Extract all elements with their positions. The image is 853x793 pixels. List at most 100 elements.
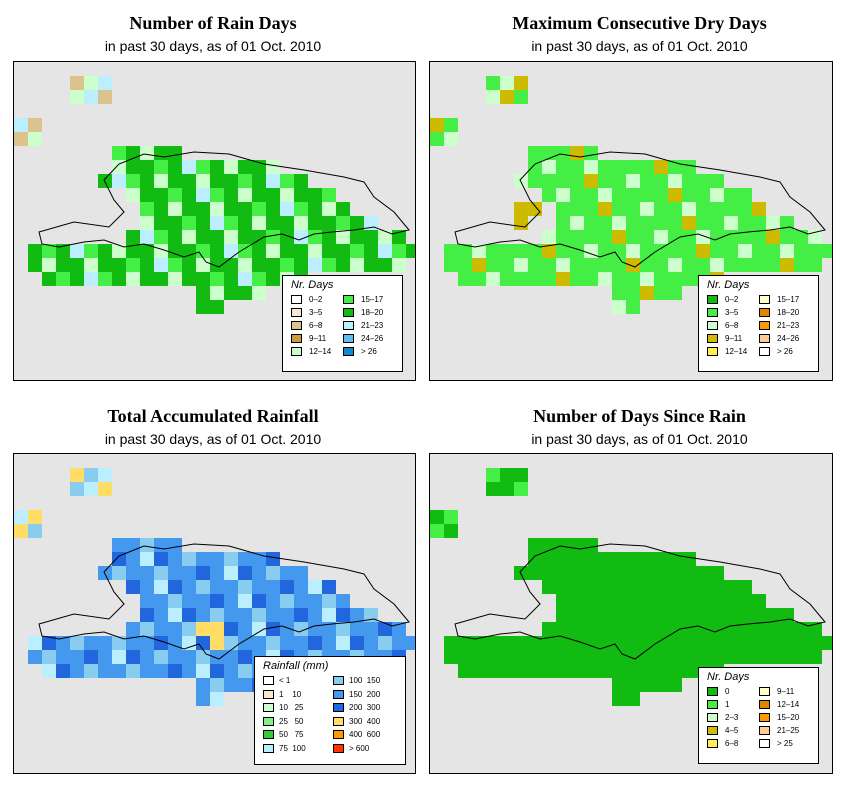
grid-cell <box>542 552 556 566</box>
grid-cell <box>780 622 794 636</box>
grid-cell <box>224 230 238 244</box>
grid-cell <box>196 566 210 580</box>
grid-cell <box>668 174 682 188</box>
grid-cell <box>654 272 668 286</box>
grid-cell <box>654 174 668 188</box>
grid-cell <box>472 272 486 286</box>
legend-swatch <box>291 334 302 343</box>
legend-label: 12–14 <box>309 347 332 356</box>
grid-cell <box>350 608 364 622</box>
grid-cell <box>154 230 168 244</box>
panel-subtitle: in past 30 days, as of 01 Oct. 2010 <box>531 38 748 54</box>
grid-cell <box>780 636 794 650</box>
grid-cell <box>322 244 336 258</box>
grid-cell <box>542 566 556 580</box>
grid-cell <box>224 174 238 188</box>
grid-cell <box>168 580 182 594</box>
grid-cell <box>112 566 126 580</box>
grid-cell <box>626 566 640 580</box>
grid-cell <box>280 258 294 272</box>
grid-cell <box>168 216 182 230</box>
grid-cell <box>168 608 182 622</box>
panel-title: Maximum Consecutive Dry Days <box>512 13 767 33</box>
legend-swatch <box>707 295 718 304</box>
legend-swatch <box>759 713 770 722</box>
legend-swatch <box>263 743 274 753</box>
grid-cell <box>598 636 612 650</box>
grid-cell <box>126 272 140 286</box>
grid-cell <box>724 230 738 244</box>
legend-swatch <box>291 321 302 330</box>
grid-cell <box>280 580 294 594</box>
grid-cell <box>266 566 280 580</box>
grid-cell <box>556 664 570 678</box>
grid-cell <box>668 580 682 594</box>
grid-cell <box>42 258 56 272</box>
panel-total-rainfall: Total Accumulated Rainfall in past 30 da… <box>0 393 426 793</box>
grid-cell <box>238 664 252 678</box>
grid-cell <box>738 216 752 230</box>
grid-cell <box>752 230 766 244</box>
grid-cell <box>308 594 322 608</box>
grid-cell <box>556 650 570 664</box>
legend-label: 24–26 <box>777 334 800 343</box>
legend-label: 4–5 <box>725 726 739 735</box>
grid-cell <box>528 272 542 286</box>
grid-cell <box>472 258 486 272</box>
grid-cell <box>126 258 140 272</box>
grid-cell <box>738 622 752 636</box>
grid-cell <box>654 230 668 244</box>
grid-cell <box>556 594 570 608</box>
grid-cell <box>822 244 832 258</box>
panel-title: Total Accumulated Rainfall <box>107 406 319 426</box>
grid-cell <box>266 622 280 636</box>
legend-label: 24–26 <box>361 334 384 343</box>
grid-cell <box>682 664 696 678</box>
grid-cell <box>28 636 42 650</box>
grid-cell <box>654 594 668 608</box>
grid-cell <box>154 552 168 566</box>
grid-cell <box>28 118 42 132</box>
grid-cell <box>322 608 336 622</box>
grid-cell <box>430 132 444 146</box>
grid-cell <box>196 664 210 678</box>
grid-cell <box>168 188 182 202</box>
legend-swatch <box>263 716 274 726</box>
grid-cell <box>752 636 766 650</box>
map-legend: Nr. Days 0–2 3–5 6–8 9–11 12–14 15–17 18–20 21–… <box>698 275 819 372</box>
grid-cell <box>668 594 682 608</box>
grid-cell <box>28 244 42 258</box>
grid-cell <box>556 538 570 552</box>
grid-cell <box>514 202 528 216</box>
grid-cell <box>738 608 752 622</box>
grid-cell <box>266 230 280 244</box>
grid-cell <box>710 580 724 594</box>
grid-cell <box>738 594 752 608</box>
grid-cell <box>500 468 514 482</box>
grid-cell <box>140 580 154 594</box>
grid-cell <box>70 468 84 482</box>
grid-cell <box>14 132 28 146</box>
grid-cell <box>766 258 780 272</box>
grid-cell <box>752 216 766 230</box>
grid-cell <box>196 188 210 202</box>
grid-cell <box>182 636 196 650</box>
grid-cell <box>780 608 794 622</box>
grid-cell <box>252 272 266 286</box>
grid-cell <box>528 636 542 650</box>
grid-cell <box>626 678 640 692</box>
grid-cell <box>322 202 336 216</box>
grid-cell <box>238 272 252 286</box>
grid-cell <box>780 258 794 272</box>
grid-cell <box>294 230 308 244</box>
grid-cell <box>528 244 542 258</box>
grid-cell <box>70 244 84 258</box>
grid-cell <box>584 188 598 202</box>
legend-label: 18–20 <box>361 308 384 317</box>
grid-cell <box>168 258 182 272</box>
grid-cell <box>280 636 294 650</box>
grid-cell <box>140 216 154 230</box>
grid-cell <box>444 510 458 524</box>
grid-cell <box>56 664 70 678</box>
grid-cell <box>640 286 654 300</box>
